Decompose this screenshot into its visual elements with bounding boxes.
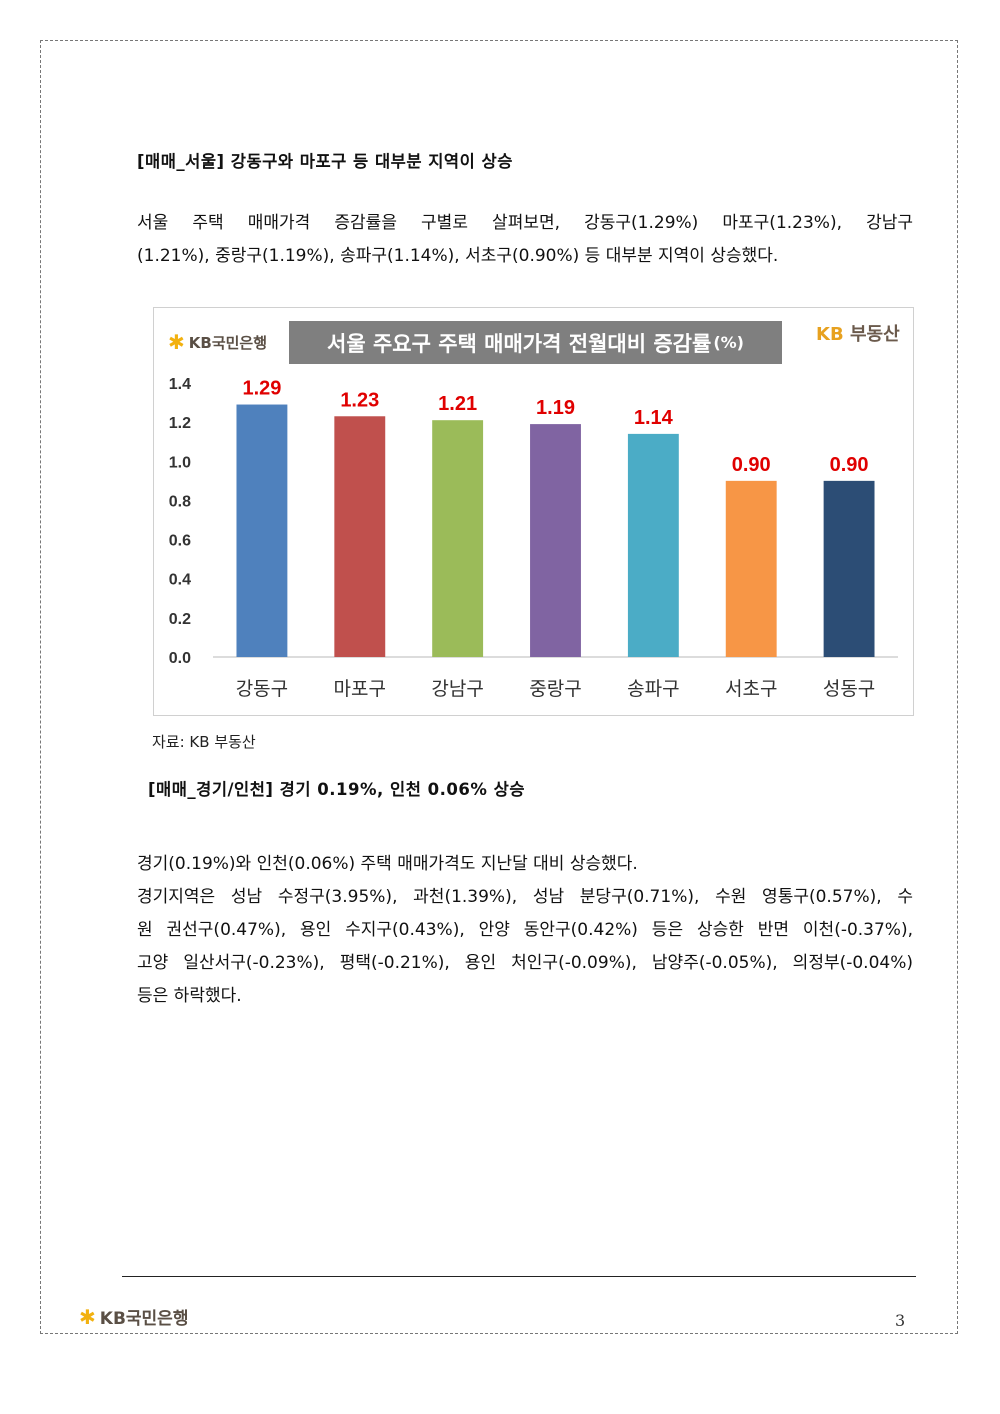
footer-logo-text: KB국민은행 <box>99 1309 189 1329</box>
y-tick-label: 1.2 <box>169 415 191 432</box>
y-tick-label: 0.6 <box>169 533 191 550</box>
section-heading-gyeonggi: [매매_경기/인천] 경기 0.19%, 인천 0.06% 상승 <box>148 780 525 799</box>
paragraph-line: 원 권선구(0.47%), 용인 수지구(0.43%), 안양 동안구(0.42… <box>137 920 913 940</box>
chart-logo-text: KB국민은행 <box>188 333 268 352</box>
y-tick-label: 0.4 <box>169 572 191 589</box>
bar-chart: 0.0 0.2 0.4 0.6 0.8 1.0 1.2 1.4 1.29 강동구 1.23 마포구 1.… <box>169 376 898 700</box>
bar <box>725 480 777 657</box>
paragraph-line: 경기(0.19%)와 인천(0.06%) 주택 매매가격도 지난달 대비 상승했… <box>137 854 638 874</box>
section-heading-seoul: [매매_서울] 강동구와 마포구 등 대부분 지역이 상승 <box>137 152 513 171</box>
y-tick-label: 0.8 <box>169 493 191 510</box>
page-number: 3 <box>895 1311 906 1330</box>
kb-star-icon: ✱ <box>79 1304 96 1329</box>
kb-real-estate-brand: KB 부동산 <box>816 320 900 346</box>
bar <box>236 404 288 657</box>
brand-name: 부동산 <box>849 324 900 345</box>
bar <box>627 433 679 657</box>
data-label: 1.19 <box>536 397 575 419</box>
brand-kb: KB <box>816 324 844 345</box>
chart-title: 서울 주요구 주택 매매가격 전월대비 증감률 (%) <box>289 321 782 364</box>
y-tick-label: 0.2 <box>169 611 191 628</box>
page-border <box>40 40 958 1334</box>
paragraph-line: 서울 주택 매매가격 증감률을 구별로 살펴보면, 강동구(1.29%) 마포구… <box>137 213 913 233</box>
paragraph-line: 등은 하락했다. <box>137 986 242 1006</box>
chart-title-unit: (%) <box>713 333 744 352</box>
paragraph-line: 경기지역은 성남 수정구(3.95%), 과천(1.39%), 성남 분당구(0… <box>137 887 913 907</box>
kb-star-icon: ✱ <box>168 330 185 354</box>
bar <box>334 416 386 657</box>
x-tick-label: 마포구 <box>334 678 386 700</box>
bar <box>432 420 484 657</box>
bar <box>530 424 581 657</box>
paragraph-line: (1.21%), 중랑구(1.19%), 송파구(1.14%), 서초구(0.9… <box>137 246 779 266</box>
y-tick-label: 0.0 <box>169 650 191 667</box>
paragraph-gyeonggi: 경기(0.19%)와 인천(0.06%) 주택 매매가격도 지난달 대비 상승했… <box>137 848 913 1013</box>
x-tick-label: 중랑구 <box>529 678 581 700</box>
data-label: 0.90 <box>732 454 771 476</box>
chart-source: 자료: KB 부동산 <box>152 733 256 751</box>
x-tick-label: 송파구 <box>627 678 679 700</box>
data-label: 1.21 <box>438 393 477 415</box>
x-tick-label: 성동구 <box>823 678 875 700</box>
footer-rule <box>122 1276 916 1277</box>
data-label: 1.23 <box>340 389 379 411</box>
chart-kb-logo: ✱ KB국민은행 <box>168 330 267 354</box>
x-tick-label: 강남구 <box>431 678 483 700</box>
paragraph-line: 고양 일산서구(-0.23%), 평택(-0.21%), 용인 처인구(-0.0… <box>137 953 913 973</box>
paragraph-seoul: 서울 주택 매매가격 증감률을 구별로 살펴보면, 강동구(1.29%) 마포구… <box>137 207 913 273</box>
x-tick-label: 강동구 <box>236 678 288 700</box>
footer-kb-logo: ✱ KB국민은행 <box>79 1304 189 1330</box>
data-label: 1.29 <box>242 378 281 400</box>
x-tick-label: 서초구 <box>725 678 777 700</box>
bar <box>823 480 875 657</box>
y-tick-label: 1.4 <box>169 376 191 393</box>
chart-title-text: 서울 주요구 주택 매매가격 전월대비 증감률 <box>327 331 712 356</box>
data-label: 1.14 <box>634 407 674 429</box>
y-tick-label: 1.0 <box>169 454 191 471</box>
data-label: 0.90 <box>830 454 869 476</box>
